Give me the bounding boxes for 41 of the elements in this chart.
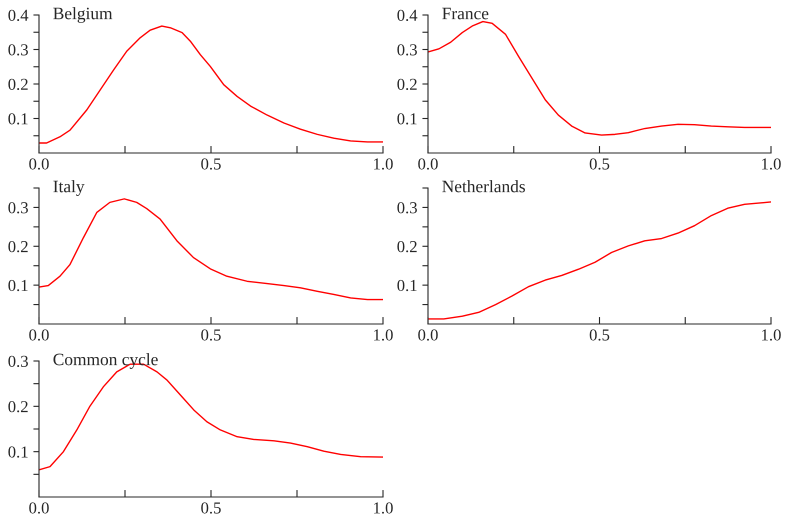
line-series	[39, 25, 383, 144]
x-tick-label: 1.0	[374, 158, 393, 170]
x-tick-label: 1.0	[374, 329, 393, 341]
y-tick-label: 0.1	[8, 446, 28, 458]
y-tick-label: 0.1	[8, 113, 28, 125]
y-tick-label: 0.1	[397, 113, 417, 125]
y-tick-label: 0.3	[8, 202, 28, 214]
y-tick-label: 0.2	[8, 78, 28, 90]
line-series	[428, 20, 771, 136]
x-tick-label: 0.5	[201, 502, 221, 514]
x-tick-label: 0.0	[29, 158, 49, 170]
x-tick-label: 0.0	[418, 158, 438, 170]
y-tick-label: 0.2	[8, 401, 28, 412]
chart-title: France	[442, 8, 488, 20]
y-tick-label: 0.2	[397, 78, 417, 90]
x-tick-label: 0.5	[201, 158, 221, 170]
y-tick-label: 0.1	[8, 280, 28, 292]
x-tick-label: 1.0	[374, 502, 393, 514]
x-tick-label: 1.0	[762, 329, 781, 341]
chart-title: Belgium	[53, 7, 112, 23]
y-tick-label: 0.3	[397, 202, 417, 214]
y-tick-label: 0.3	[397, 44, 417, 56]
y-tick-label: 0.4	[397, 10, 418, 22]
line-series	[39, 198, 383, 300]
chart-title: Common cycle	[53, 353, 158, 369]
line-series	[428, 201, 771, 320]
chart-title: Netherlands	[442, 180, 525, 192]
y-tick-label: 0.1	[397, 280, 417, 292]
x-tick-label: 0.5	[201, 329, 221, 341]
x-tick-label: 0.5	[590, 329, 610, 341]
x-tick-label: 0.0	[29, 329, 49, 341]
x-tick-label: 1.0	[762, 158, 781, 170]
y-tick-label: 0.4	[8, 10, 28, 22]
chart-title: Italy	[53, 180, 85, 196]
y-tick-label: 0.3	[8, 44, 28, 56]
x-tick-label: 0.5	[590, 158, 610, 170]
y-tick-label: 0.2	[397, 240, 417, 252]
y-tick-label: 0.3	[8, 356, 28, 368]
y-tick-label: 0.2	[8, 240, 28, 252]
x-tick-label: 0.0	[29, 502, 49, 514]
x-tick-label: 0.0	[418, 329, 438, 341]
